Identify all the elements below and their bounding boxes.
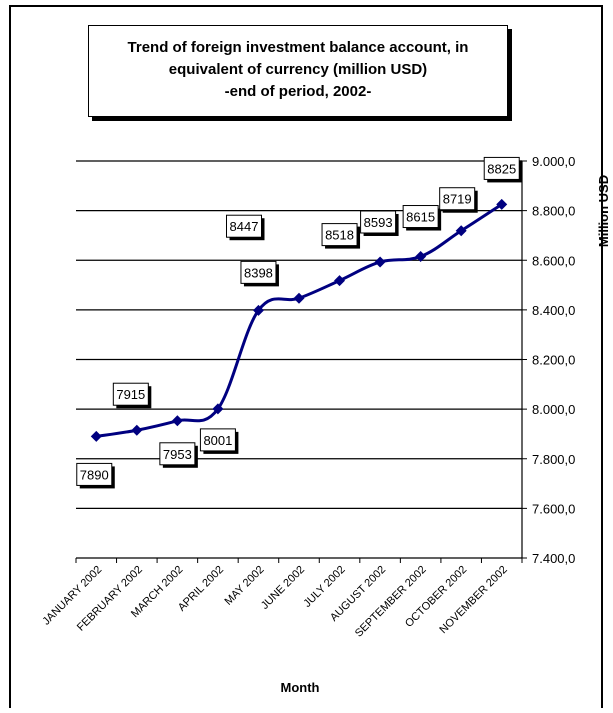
data-point: [334, 275, 346, 287]
data-point: [90, 430, 102, 442]
data-point: [415, 251, 427, 263]
data-point: [496, 198, 508, 210]
y-tick-label: 8.400,0: [532, 303, 575, 318]
chart-title-line-3: -end of period, 2002-: [224, 83, 372, 100]
chart-frame: [9, 5, 603, 708]
data-label: 8518: [321, 223, 361, 249]
data-label-text: 8001: [203, 433, 232, 448]
chart-title: Trend of foreign investment balance acco…: [88, 25, 508, 117]
gridlines: [76, 160, 522, 509]
data-label: 7953: [159, 442, 198, 468]
y-tick-label: 8.000,0: [532, 402, 575, 417]
data-labels: 7890 7915 7953 8001 8398 8447 8518 8593 8615 8719…: [76, 156, 523, 489]
y-axis-title: Million USD: [596, 175, 611, 247]
data-point: [212, 403, 224, 415]
y-tick-labels: 7.400,0 7.600,0 7.800,0 8.000,0 8.200,0 8.400…: [532, 154, 575, 566]
data-label-text: 7890: [80, 467, 109, 482]
data-point: [171, 415, 183, 427]
data-label: 8593: [360, 210, 399, 236]
chart-title-line-2: equivalent of currency (million USD): [168, 61, 428, 78]
data-label: 8825: [483, 156, 523, 183]
data-point: [252, 304, 264, 316]
data-label-text: 8719: [443, 192, 472, 207]
y-tick-label: 9.000,0: [532, 154, 575, 169]
x-tick-label: NOVEMBER 2002: [437, 564, 509, 636]
series-line: [90, 198, 508, 442]
data-label: 8615: [402, 205, 442, 231]
data-label: 8398: [240, 260, 279, 287]
y-tick-label: 8.800,0: [532, 204, 575, 219]
data-label-text: 8447: [230, 219, 259, 234]
series-path: [96, 203, 503, 438]
data-label-text: 8518: [325, 228, 354, 243]
chart-title-line-1: Trend of foreign investment balance acco…: [127, 39, 469, 56]
y-tick-label: 8.600,0: [532, 253, 575, 268]
data-point: [374, 256, 386, 268]
data-label: 7915: [112, 382, 152, 409]
data-label-text: 7915: [116, 387, 145, 402]
y-tick-label: 7.600,0: [532, 501, 575, 516]
data-point: [455, 225, 467, 237]
y-tick-label: 7.800,0: [532, 452, 575, 467]
y-tick-label: 8.200,0: [532, 353, 575, 368]
data-label-text: 8593: [364, 215, 393, 230]
data-label: 8001: [199, 428, 239, 454]
data-label-text: 8615: [406, 210, 435, 225]
x-tick-label: SEPTEMBER 2002: [353, 564, 429, 640]
data-label-text: 8398: [244, 265, 273, 280]
data-label: 7890: [76, 462, 115, 489]
x-tick-label: JUNE 2002: [259, 564, 307, 612]
data-point: [131, 424, 143, 436]
data-label: 8447: [226, 214, 265, 241]
axes: [75, 160, 527, 563]
y-tick-label: 7.400,0: [532, 551, 575, 566]
data-label-text: 7953: [163, 447, 192, 462]
data-label-text: 8825: [487, 161, 516, 176]
data-point: [293, 292, 305, 304]
data-label: 8719: [439, 187, 478, 213]
x-axis-title: Month: [281, 680, 320, 695]
